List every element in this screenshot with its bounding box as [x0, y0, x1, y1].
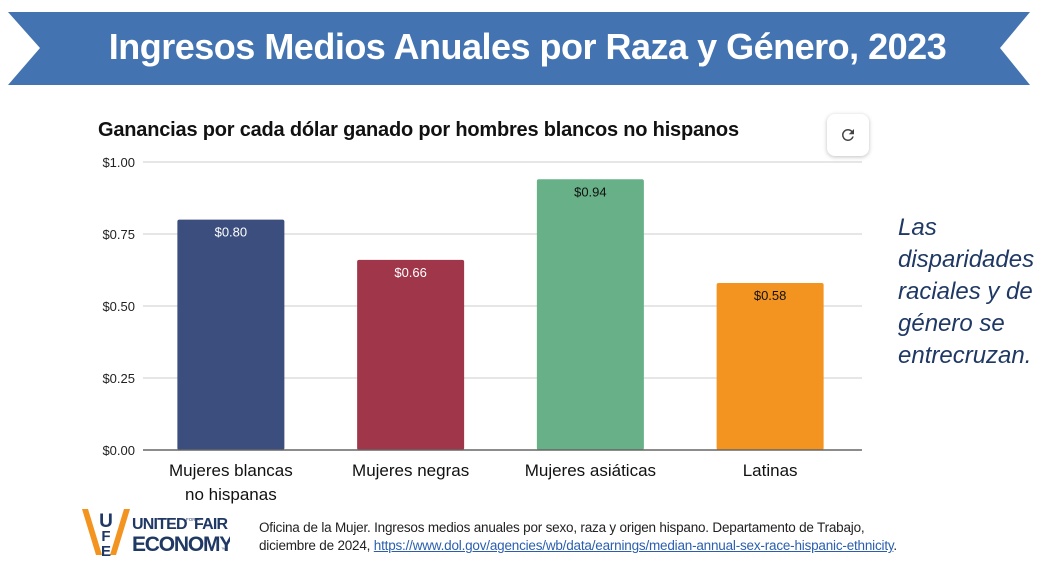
logo-mark: U F E — [82, 509, 130, 559]
citation-period: . — [893, 538, 897, 553]
y-tick-label: $1.00 — [102, 155, 135, 170]
logo-united: UNITED — [132, 516, 187, 533]
bar[interactable] — [536, 179, 644, 450]
bar-data-label: $0.66 — [394, 265, 427, 280]
citation-line-1: Oficina de la Mujer. Ingresos medios anu… — [259, 520, 865, 535]
bar-data-label: $0.80 — [215, 225, 248, 240]
y-tick-label: $0.25 — [102, 371, 135, 386]
side-note: Las disparidades raciales y de género se… — [898, 214, 1035, 369]
logo-mark-f: F — [101, 528, 110, 545]
title-banner — [8, 12, 1030, 85]
bar[interactable] — [357, 259, 465, 450]
page-title: Ingresos Medios Anuales por Raza y Géner… — [108, 26, 947, 67]
logo-fair: FAIR — [194, 516, 228, 533]
refresh-button[interactable] — [827, 114, 869, 156]
bar[interactable] — [716, 282, 824, 450]
chart-title: Ganancias por cada dólar ganado por homb… — [98, 119, 739, 141]
x-category-label: Latinas — [743, 461, 798, 480]
citation-line-2: diciembre de 2024, https://www.dol.gov/a… — [259, 537, 897, 555]
bar[interactable] — [177, 219, 285, 450]
x-category-label: no hispanas — [185, 485, 277, 504]
logo-economy: ECONOMY — [132, 533, 230, 556]
y-tick-label: $0.00 — [102, 443, 135, 458]
source-link[interactable]: https://www.dol.gov/agencies/wb/data/ear… — [373, 538, 894, 553]
x-category-label: Mujeres blancas — [169, 461, 293, 480]
logo-trademark: ™ — [221, 547, 226, 553]
banner-ribbon — [8, 12, 1030, 85]
x-category-label: Mujeres asiáticas — [525, 461, 656, 480]
citation-date: diciembre de 2024, — [259, 538, 374, 553]
source-citation: Oficina de la Mujer. Ingresos medios anu… — [259, 519, 897, 555]
y-tick-label: $0.50 — [102, 299, 135, 314]
logo-mark-e: E — [101, 543, 111, 559]
y-tick-label: $0.75 — [102, 227, 135, 242]
logo-for-a: FOR A — [186, 517, 200, 522]
bar-data-label: $0.94 — [574, 184, 607, 199]
ufe-logo: U F E UNITED FOR A FAIR ECONOMY ™ — [82, 509, 230, 559]
bar-data-label: $0.58 — [754, 288, 787, 303]
x-category-label: Mujeres negras — [352, 461, 469, 480]
logo-mark-u: U — [99, 511, 113, 532]
